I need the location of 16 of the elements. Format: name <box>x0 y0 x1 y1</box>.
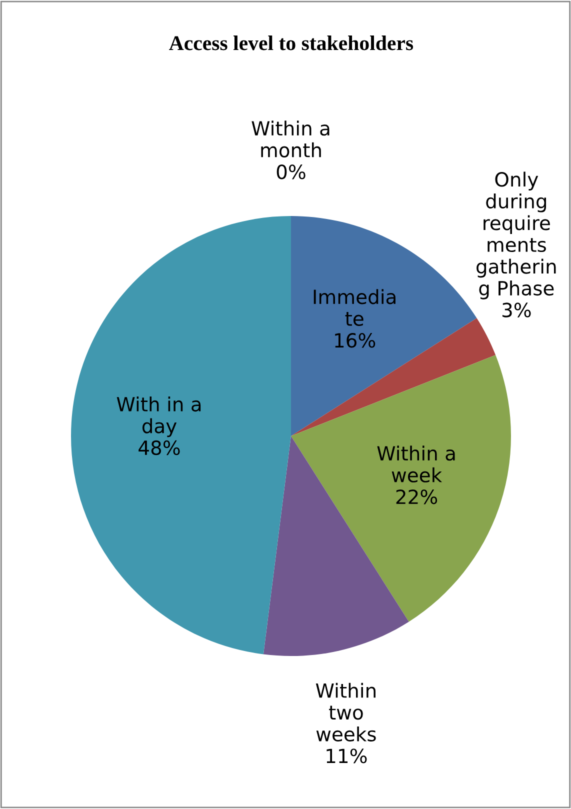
data-label: 3% <box>502 302 531 318</box>
data-label: 16% <box>335 333 376 348</box>
data-label: 11% <box>326 748 367 764</box>
slice-label: Within a week <box>377 446 455 482</box>
text: 0% <box>276 164 306 180</box>
slice-label: Only during require ments gatherin g Phase <box>476 172 556 300</box>
data-label: 48% <box>138 440 180 456</box>
pie-slice <box>71 216 291 654</box>
data-label: 22% <box>396 490 438 504</box>
slice-label: Within two weeks <box>316 682 376 742</box>
chart-title: Access level to stakeholders <box>169 36 414 50</box>
pie-slice <box>291 355 511 622</box>
pie-slice <box>291 216 477 436</box>
category-label: Within a month <box>252 120 330 158</box>
slice-label: With in a day <box>116 396 201 438</box>
slice-label: Immedia te <box>314 289 396 326</box>
